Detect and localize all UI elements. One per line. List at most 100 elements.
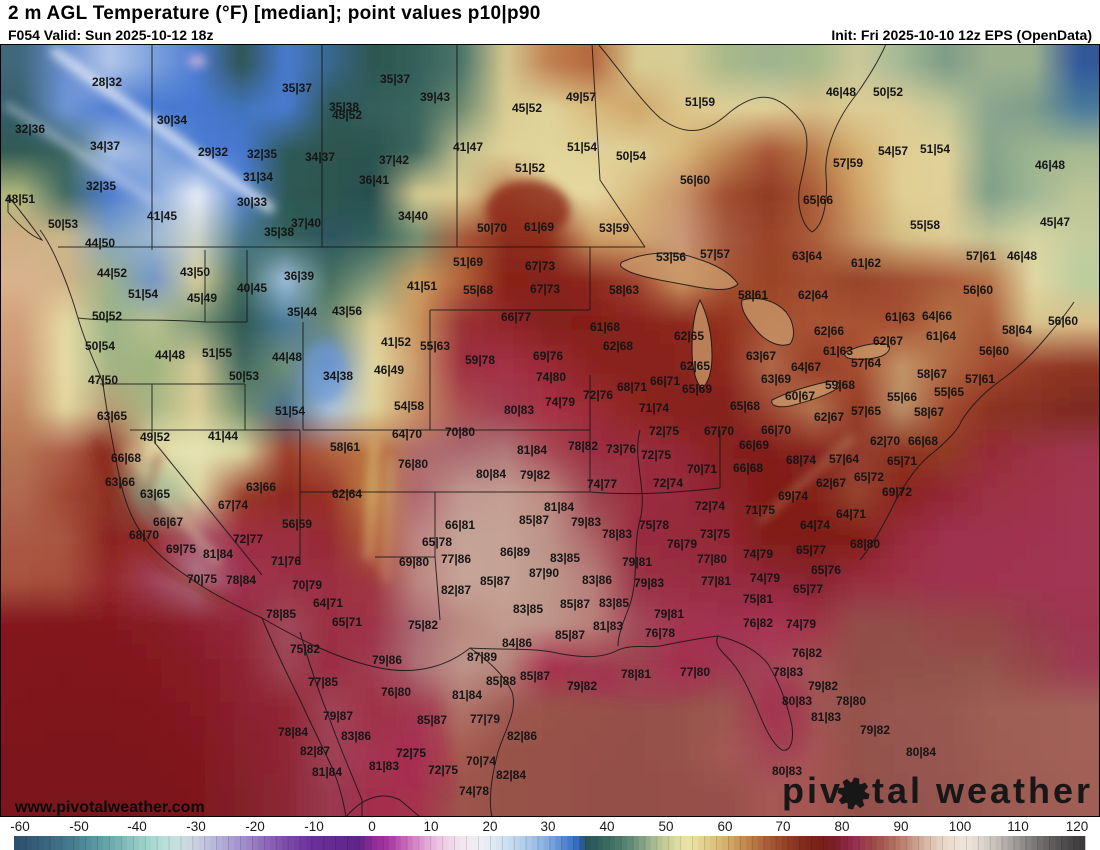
svg-text:80|83: 80|83	[772, 764, 802, 778]
svg-text:62|65: 62|65	[680, 359, 710, 373]
svg-text:70|75: 70|75	[187, 572, 217, 586]
svg-text:40: 40	[599, 819, 614, 834]
svg-text:62|67: 62|67	[873, 334, 903, 348]
svg-text:58|67: 58|67	[917, 367, 947, 381]
svg-text:50|52: 50|52	[92, 309, 122, 323]
svg-text:62|65: 62|65	[674, 329, 704, 343]
svg-text:84|86: 84|86	[502, 636, 532, 650]
svg-text:56|59: 56|59	[282, 517, 312, 531]
svg-text:54|58: 54|58	[394, 399, 424, 413]
svg-text:100: 100	[949, 819, 972, 834]
svg-text:61|63: 61|63	[823, 344, 853, 358]
svg-text:67|73: 67|73	[525, 259, 555, 273]
svg-text:51|69: 51|69	[453, 255, 483, 269]
svg-text:50|54: 50|54	[85, 339, 115, 353]
svg-text:37|42: 37|42	[379, 153, 409, 167]
svg-text:64|67: 64|67	[791, 360, 821, 374]
svg-text:79|83: 79|83	[571, 515, 601, 529]
svg-text:72|75: 72|75	[641, 448, 671, 462]
svg-text:48|51: 48|51	[5, 192, 35, 206]
svg-text:46|48: 46|48	[1035, 158, 1065, 172]
svg-text:77|80: 77|80	[697, 552, 727, 566]
svg-text:44|48: 44|48	[155, 348, 185, 362]
svg-text:43|50: 43|50	[180, 265, 210, 279]
svg-text:55|68: 55|68	[463, 283, 493, 297]
svg-text:85|87: 85|87	[519, 513, 549, 527]
svg-text:61|62: 61|62	[851, 256, 881, 270]
svg-text:35|37: 35|37	[282, 81, 312, 95]
svg-text:78|83: 78|83	[773, 665, 803, 679]
svg-text:61|69: 61|69	[524, 220, 554, 234]
svg-text:72|77: 72|77	[233, 532, 263, 546]
svg-text:46|48: 46|48	[826, 85, 856, 99]
svg-text:30|34: 30|34	[157, 113, 187, 127]
svg-text:120: 120	[1066, 819, 1089, 834]
svg-text:81|84: 81|84	[517, 443, 547, 457]
svg-text:83|86: 83|86	[341, 729, 371, 743]
svg-text:51|59: 51|59	[685, 95, 715, 109]
svg-text:81|84: 81|84	[452, 688, 482, 702]
svg-text:50: 50	[658, 819, 673, 834]
svg-text:-10: -10	[304, 819, 324, 834]
svg-text:61|68: 61|68	[590, 320, 620, 334]
svg-text:44|50: 44|50	[85, 236, 115, 250]
svg-text:74|79: 74|79	[743, 547, 773, 561]
svg-text:80|83: 80|83	[504, 403, 534, 417]
svg-text:34|38: 34|38	[323, 369, 353, 383]
svg-text:75|82: 75|82	[290, 642, 320, 656]
svg-text:78|82: 78|82	[568, 439, 598, 453]
svg-text:36|41: 36|41	[359, 173, 389, 187]
svg-text:41|44: 41|44	[208, 429, 238, 443]
svg-text:62|64: 62|64	[332, 487, 362, 501]
svg-text:66|70: 66|70	[761, 423, 791, 437]
svg-text:44|52: 44|52	[97, 266, 127, 280]
svg-text:66|68: 66|68	[908, 434, 938, 448]
svg-text:56|60: 56|60	[963, 283, 993, 297]
svg-text:64|66: 64|66	[922, 309, 952, 323]
svg-text:76|79: 76|79	[667, 537, 697, 551]
svg-text:83|85: 83|85	[599, 596, 629, 610]
svg-text:71|74: 71|74	[639, 401, 669, 415]
svg-text:64|71: 64|71	[836, 507, 866, 521]
svg-text:32|35: 32|35	[247, 147, 277, 161]
svg-text:57|64: 57|64	[851, 356, 881, 370]
svg-text:51|54: 51|54	[567, 140, 597, 154]
svg-text:70|74: 70|74	[466, 754, 496, 768]
svg-text:65|68: 65|68	[730, 399, 760, 413]
svg-text:81|84: 81|84	[312, 765, 342, 779]
svg-text:61|63: 61|63	[885, 310, 915, 324]
svg-text:59|78: 59|78	[465, 353, 495, 367]
svg-text:80|84: 80|84	[906, 745, 936, 759]
svg-text:78|84: 78|84	[226, 573, 256, 587]
svg-text:55|63: 55|63	[420, 339, 450, 353]
svg-text:58|64: 58|64	[1002, 323, 1032, 337]
svg-text:63|67: 63|67	[746, 349, 776, 363]
svg-text:28|32: 28|32	[92, 75, 122, 89]
svg-text:55|65: 55|65	[934, 385, 964, 399]
svg-text:57|61: 57|61	[965, 372, 995, 386]
svg-text:70|71: 70|71	[687, 462, 717, 476]
svg-text:62|66: 62|66	[814, 324, 844, 338]
svg-text:79|87: 79|87	[323, 709, 353, 723]
svg-text:44|48: 44|48	[272, 350, 302, 364]
svg-text:75|81: 75|81	[743, 592, 773, 606]
svg-text:69|76: 69|76	[533, 349, 563, 363]
svg-text:63|65: 63|65	[140, 487, 170, 501]
svg-text:65|77: 65|77	[793, 582, 823, 596]
svg-text:68|70: 68|70	[129, 528, 159, 542]
svg-text:79|86: 79|86	[372, 653, 402, 667]
svg-text:64|74: 64|74	[800, 518, 830, 532]
svg-text:75|82: 75|82	[408, 618, 438, 632]
svg-text:-40: -40	[127, 819, 147, 834]
svg-text:51|54: 51|54	[920, 142, 950, 156]
svg-text:41|47: 41|47	[453, 140, 483, 154]
svg-text:74|79: 74|79	[786, 617, 816, 631]
svg-text:67|73: 67|73	[530, 282, 560, 296]
svg-text:36|39: 36|39	[284, 269, 314, 283]
svg-text:50|53: 50|53	[229, 369, 259, 383]
svg-text:51|54: 51|54	[275, 404, 305, 418]
svg-text:72|74: 72|74	[653, 476, 683, 490]
svg-text:78|85: 78|85	[266, 607, 296, 621]
svg-text:79|83: 79|83	[634, 576, 664, 590]
svg-text:67|70: 67|70	[704, 424, 734, 438]
